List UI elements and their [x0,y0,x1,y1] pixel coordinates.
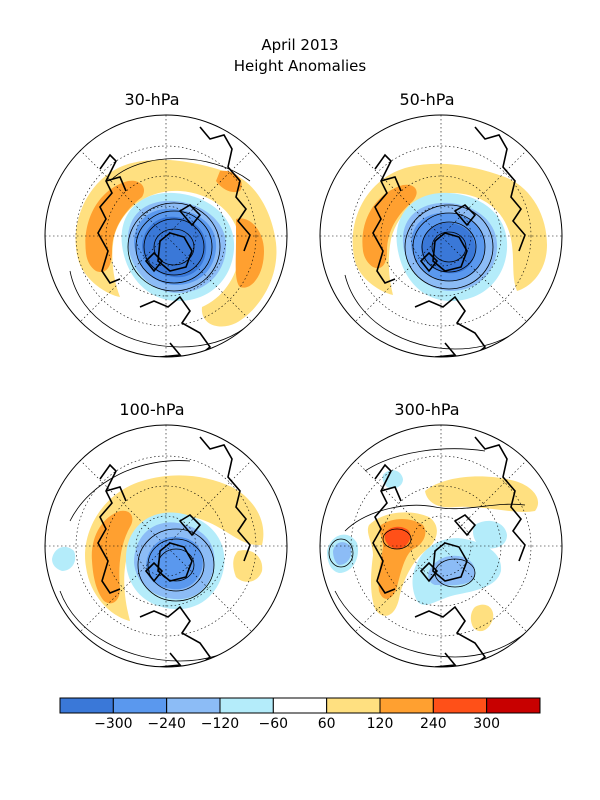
negative-anomaly-west-blob [52,546,76,571]
coastline-europe [97,153,127,284]
colorbar [59,697,541,714]
colorbar-swatch [59,697,114,714]
colorbar-swatch [486,697,541,714]
positive-anomaly-east [233,550,263,582]
negative-anomaly-core [421,222,476,274]
coastline-asia [199,126,251,252]
coastline-arctic-islands [419,513,477,583]
coastline-america [414,605,487,667]
positive-anomaly-core-west [85,180,145,273]
colorbar-swatch [272,697,328,714]
map-30hpa [44,114,288,358]
negative-anomaly-north [382,470,403,489]
coastline-europe [97,463,127,594]
map-300hpa [319,424,563,668]
coastline-arctic-islands [144,203,202,273]
colorbar-tick-label: 120 [366,716,394,732]
coastline-asia [474,436,526,562]
panel-title-30hpa: 30-hPa [124,90,180,109]
colorbar-tick-label: 300 [473,716,501,732]
panel-title-100hpa: 100-hPa [119,400,185,419]
coastline-asia [199,436,251,562]
positive-anomaly-core-east [235,218,264,288]
coastline-america [139,295,212,357]
map-100hpa [44,424,288,668]
negative-anomaly-west-mid [333,542,352,565]
panel-title-50hpa: 50-hPa [399,90,455,109]
negative-anomaly-central-mid [428,555,476,586]
coastline-asia [474,126,526,252]
colorbar-swatch [326,697,381,714]
positive-anomaly-east [470,604,494,632]
colorbar-swatch [112,697,168,714]
map-50hpa [319,114,563,358]
colorbar-tick-label: −240 [147,716,186,732]
positive-anomaly-peak [384,526,411,549]
negative-anomaly-east [473,520,507,549]
colorbar-tick-label: 60 [317,716,336,732]
figure-subtitle: Height Anomalies [233,57,367,75]
coastline-arctic-islands [144,513,202,583]
coastline-europe [372,153,402,284]
coastline-europe [372,463,402,594]
positive-anomaly-band [85,475,264,621]
colorbar-swatch [379,697,434,714]
colorbar-tick-label: −300 [94,716,133,732]
colorbar-swatch [432,697,488,714]
colorbar-tick-label: −60 [258,716,289,732]
coastline-arctic-islands [419,203,477,273]
colorbar-tick-label: −120 [200,716,240,732]
coastline-america [139,605,212,667]
coastline-america [414,295,487,357]
figure-title: April 2013 [261,36,339,54]
colorbar-swatch [219,697,274,714]
panel-title-300hpa: 300-hPa [394,400,460,419]
colorbar-tick-label: 240 [419,716,447,732]
negative-anomaly-core [142,216,207,278]
colorbar-swatch [166,697,221,714]
